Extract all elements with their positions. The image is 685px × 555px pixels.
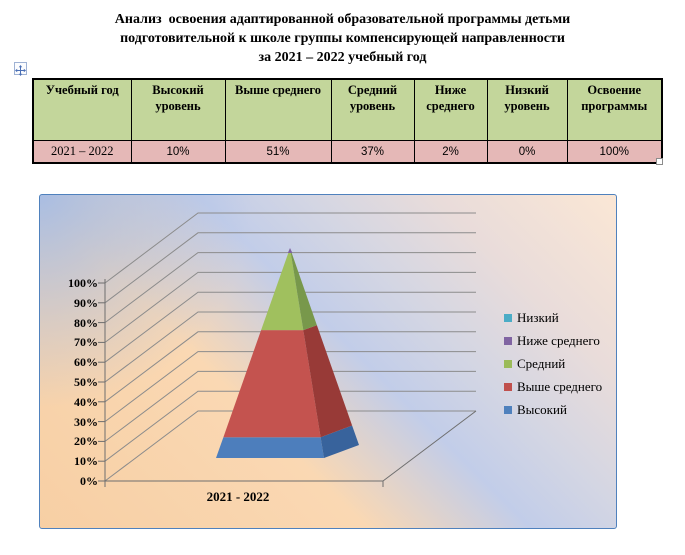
legend-item-low[interactable]: Низкий bbox=[504, 306, 602, 329]
y-axis-label: 50% bbox=[74, 375, 98, 389]
y-axis-label: 70% bbox=[74, 335, 98, 349]
table-data-row: 2021 – 2022 10% 51% 37% 2% 0% 100% bbox=[32, 140, 663, 164]
pyramid-segment-below-avg-tip bbox=[287, 248, 293, 253]
header-cell-below-avg[interactable]: Ниже среднего bbox=[413, 78, 488, 141]
chart-gridlines bbox=[104, 212, 476, 482]
pyramid-series bbox=[216, 248, 359, 458]
legend-item-average[interactable]: Средний bbox=[504, 352, 602, 375]
title-line-2: подготовительной к школе группы компенси… bbox=[120, 31, 565, 46]
results-table: Учебный год Высокий уровень Выше среднег… bbox=[32, 78, 663, 164]
header-cell-mastery[interactable]: Освоение программы bbox=[566, 78, 663, 141]
legend-item-below-avg[interactable]: Ниже среднего bbox=[504, 329, 602, 352]
title-line-3: за 2021 – 2022 учебный год bbox=[258, 50, 427, 65]
legend-item-high[interactable]: Высокий bbox=[504, 398, 602, 421]
cell-mastery-value[interactable]: 100% bbox=[566, 140, 663, 164]
category-label: 2021 - 2022 bbox=[206, 489, 270, 504]
legend-label: Низкий bbox=[517, 309, 559, 325]
y-axis-label: 60% bbox=[74, 355, 98, 369]
y-axis bbox=[98, 279, 106, 485]
title-line-1: Анализ освоения адаптированной образоват… bbox=[114, 12, 571, 27]
legend-swatch-above-avg bbox=[504, 382, 512, 391]
legend-label: Средний bbox=[517, 355, 566, 371]
legend-swatch-low bbox=[504, 313, 512, 322]
pyramid-segment-average-side bbox=[290, 252, 317, 331]
legend-label: Выше среднего bbox=[517, 378, 603, 394]
y-axis-label: 20% bbox=[74, 434, 98, 448]
chart-canvas bbox=[98, 212, 477, 487]
header-cell-average[interactable]: Средний уровень bbox=[330, 78, 415, 141]
chart-floor bbox=[104, 410, 477, 487]
cell-high-value[interactable]: 10% bbox=[130, 140, 226, 164]
cell-average-value[interactable]: 37% bbox=[330, 140, 415, 164]
y-axis-label: 30% bbox=[74, 415, 98, 429]
table-resize-handle[interactable] bbox=[656, 158, 663, 165]
chart-area[interactable]: 100% 90% 80% 70% 60% 50% 40% 30% 20% 10%… bbox=[39, 194, 617, 529]
y-axis-label: 100% bbox=[68, 276, 98, 290]
cell-above-avg-value[interactable]: 51% bbox=[224, 140, 332, 164]
pyramid-segment-high-side bbox=[320, 425, 359, 458]
cell-below-avg-value[interactable]: 2% bbox=[413, 140, 488, 164]
cell-low-value[interactable]: 0% bbox=[486, 140, 568, 164]
y-axis-label: 90% bbox=[74, 296, 98, 310]
legend-swatch-high bbox=[504, 405, 512, 414]
pyramid-segment-high-front bbox=[216, 437, 324, 458]
header-cell-above-avg[interactable]: Выше среднего bbox=[224, 78, 332, 141]
y-axis-label: 80% bbox=[74, 316, 98, 330]
legend-item-above-avg[interactable]: Выше среднего bbox=[504, 375, 602, 398]
header-cell-low[interactable]: Низкий уровень bbox=[486, 78, 568, 141]
y-axis-label: 10% bbox=[74, 454, 98, 468]
header-cell-year[interactable]: Учебный год bbox=[32, 78, 132, 141]
cell-year[interactable]: 2021 – 2022 bbox=[32, 140, 132, 164]
legend-swatch-below-avg bbox=[504, 336, 512, 345]
move-arrows-icon bbox=[15, 65, 26, 76]
table-move-handle[interactable] bbox=[14, 62, 27, 76]
legend-label: Высокий bbox=[517, 401, 567, 417]
pyramid-segment-above-avg-side bbox=[303, 325, 353, 438]
chart-legend: Низкий Ниже среднего Средний Выше средне… bbox=[504, 306, 602, 421]
y-axis-label: 40% bbox=[74, 395, 98, 409]
legend-label: Ниже среднего bbox=[517, 332, 600, 348]
y-axis-label: 0% bbox=[80, 474, 98, 488]
pyramid-segment-above-avg-front bbox=[223, 330, 321, 438]
table-header-row: Учебный год Высокий уровень Выше среднег… bbox=[32, 78, 663, 141]
document-title: Анализ освоения адаптированной образоват… bbox=[0, 10, 685, 67]
legend-swatch-average bbox=[504, 359, 512, 368]
header-cell-high[interactable]: Высокий уровень bbox=[130, 78, 226, 141]
pyramid-segment-average-front bbox=[261, 252, 304, 331]
